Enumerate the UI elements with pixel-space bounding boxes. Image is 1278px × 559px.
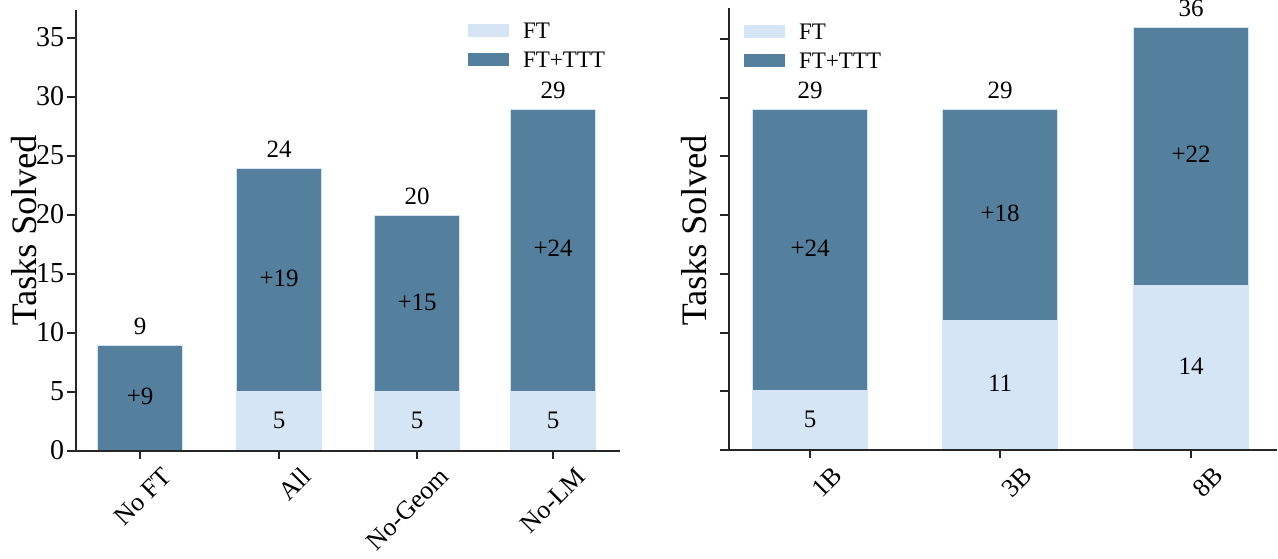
y-tick [720,449,728,451]
y-tick-label: 15 [36,258,64,289]
y-tick-label: 5 [50,376,64,407]
y-tick [67,391,75,393]
bar-segment-ttt [942,109,1058,321]
x-tick [1190,451,1192,458]
x-tick-label: 1B [805,460,848,503]
bar-segment-ttt [374,215,460,392]
y-tick-label: 25 [36,140,64,171]
bar-segment-ft [1133,285,1249,450]
bar-ft-label: 14 [1178,352,1204,380]
y-tick [67,214,75,216]
y-tick [67,37,75,39]
bar-ft-label: 5 [546,406,560,434]
x-axis [728,449,1277,451]
y-tick-label: 20 [36,199,64,230]
y-axis-label-left: Tasks Solved [4,134,44,326]
legend-swatch-ft [468,24,509,37]
x-tick [278,452,280,459]
bar-total-label: 9 [133,312,147,340]
bar-segment-ft [942,320,1058,450]
y-tick [720,96,728,99]
x-tick-label: No-Geom [360,461,455,556]
y-axis [728,8,730,451]
legend-label-ft: FT [799,19,826,44]
y-tick [67,155,75,157]
bar-increment-label: +18 [980,200,1020,227]
x-tick [809,451,811,458]
bar-total-label: 29 [987,77,1013,105]
x-tick-label: 8B [1186,460,1229,503]
y-tick [720,331,728,334]
x-tick [552,452,554,459]
y-tick-label: 0 [50,435,64,466]
bar-ft-label: 5 [803,405,817,433]
legend-item-ft: FT [744,17,881,46]
bar-segment-ft [236,392,322,451]
legend-item-ftttt: FT+TTT [744,46,881,75]
x-tick-label: No FT [108,461,178,531]
y-axis [75,10,77,452]
bar-segment-ft [752,391,868,450]
bar-total-label: 29 [797,77,823,105]
legend-swatch-ftttt [468,53,509,66]
x-tick [139,452,141,459]
bar-segment-ft [510,392,596,451]
bar-ft-label: 11 [987,370,1013,398]
x-tick-label: 3B [995,460,1038,503]
bar-total-label: 20 [404,183,430,210]
bar-ft-label: 5 [272,406,286,434]
legend-label-ftttt: FT+TTT [523,47,605,72]
bar-segment-ft [374,392,460,451]
bar-segment-ttt [1133,27,1249,286]
legend-item-ftttt: FT+TTT [468,45,605,74]
x-axis [75,450,620,452]
y-tick [67,96,75,98]
legend-swatch-ftttt [744,54,785,67]
bar-increment-label: +24 [790,235,830,263]
x-tick [416,452,418,459]
x-tick-label: All [272,461,317,506]
bar-total-label: 29 [540,76,566,104]
bar-increment-label: +22 [1171,141,1211,169]
bar-total-label: 36 [1178,0,1204,22]
legend-item-ft: FT [468,16,605,45]
bar-segment-ttt [510,108,596,392]
bar-ft-label: 5 [410,406,424,434]
y-tick [720,155,728,158]
bar-segment-ttt [752,109,868,392]
legend-label-ftttt: FT+TTT [799,48,881,73]
bar-increment-label: +24 [533,235,573,263]
legend-label-ft: FT [523,18,550,43]
y-tick-label: 30 [36,81,64,112]
bar-total-label: 24 [266,135,292,163]
y-axis-label-right: Tasks Solved [674,134,714,326]
x-tick-label: No-LM [513,461,591,539]
bar-increment-label: +9 [126,382,154,410]
bar-increment-label: +15 [397,288,437,316]
legend-right: FT FT+TTT [744,17,881,75]
y-tick [720,390,728,393]
y-tick [720,37,728,40]
bar-increment-label: +19 [259,264,299,292]
y-tick [67,332,75,334]
bar-segment-ttt [97,344,183,451]
y-tick [720,272,728,275]
bar-segment-ttt [236,167,322,392]
legend-left: FT FT+TTT [468,16,605,74]
y-tick [67,450,75,452]
y-tick-label: 35 [36,22,64,53]
x-tick [999,451,1001,458]
y-tick [67,273,75,275]
y-tick-label: 10 [36,317,64,348]
y-tick [720,214,728,216]
legend-swatch-ft [744,25,785,38]
